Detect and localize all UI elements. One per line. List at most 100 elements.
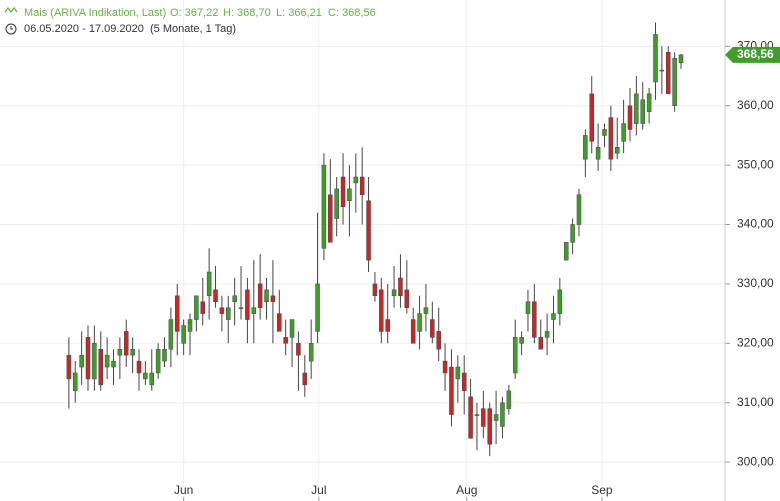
- header: Mais (ARIVA Indikation, Last) O: 367,22 …: [4, 6, 376, 35]
- candle-body: [155, 348, 161, 374]
- candle-body: [481, 408, 486, 427]
- candle-body: [385, 319, 390, 332]
- candle-body: [283, 337, 288, 344]
- last-price-tag: [725, 46, 780, 63]
- y-tick-label: 340,00: [737, 217, 774, 231]
- candle-body: [72, 372, 78, 392]
- candle-body: [519, 337, 524, 344]
- candle-body: [85, 337, 91, 380]
- x-tick-label: Sep: [591, 483, 613, 497]
- candle-body: [162, 348, 167, 362]
- candle-body: [468, 396, 473, 439]
- candle-body: [436, 331, 441, 350]
- candle-body: [264, 289, 269, 302]
- x-tick-label: Jul: [311, 483, 326, 497]
- y-tick-label: 300,00: [737, 454, 774, 468]
- chart-icon: [4, 6, 18, 14]
- y-tick-label: 320,00: [737, 335, 774, 349]
- candle-body: [538, 337, 543, 350]
- candle-body: [200, 301, 206, 314]
- candle-body: [321, 164, 327, 249]
- candle-body: [557, 289, 563, 314]
- candle-body: [544, 331, 550, 338]
- candle-body: [194, 295, 199, 320]
- candle-body: [257, 283, 263, 308]
- candle-body: [659, 69, 665, 72]
- candle-body: [104, 354, 110, 368]
- candle-body: [187, 319, 193, 332]
- candle-body: [347, 188, 352, 202]
- clock-icon: [5, 23, 17, 35]
- date-range: 06.05.2020 - 17.09.2020: [24, 23, 144, 35]
- candle-body: [206, 271, 212, 297]
- candle-body: [442, 360, 448, 374]
- y-tick-label: 310,00: [737, 395, 774, 409]
- ohlc-open: O: 367,22: [170, 7, 218, 19]
- candle-body: [277, 313, 282, 332]
- candle-body: [532, 301, 537, 338]
- candle-body: [506, 390, 512, 409]
- ohlc-close: C: 368,56: [328, 7, 376, 19]
- candle-body: [98, 348, 103, 386]
- candle-body: [461, 372, 467, 392]
- candle-body: [245, 289, 250, 320]
- candle-body: [379, 289, 384, 332]
- candle-body: [646, 93, 652, 112]
- ohlc-low: L: 366,21: [276, 7, 322, 19]
- candle-body: [366, 200, 371, 261]
- candle-body: [302, 372, 308, 386]
- candle-body: [493, 414, 499, 421]
- candle-body: [634, 93, 639, 124]
- candle-body: [653, 34, 658, 83]
- candle-body: [315, 283, 320, 332]
- candle-body: [570, 224, 575, 243]
- candle-body: [608, 117, 614, 160]
- clock-hand: [10, 26, 13, 30]
- candle-body: [219, 307, 225, 314]
- candle-body: [353, 176, 359, 184]
- candle-body: [238, 307, 244, 309]
- candle-body: [512, 337, 518, 374]
- candle-body: [500, 402, 505, 427]
- candle-body: [143, 372, 148, 380]
- candle-body: [340, 176, 346, 207]
- candle-body: [455, 366, 461, 380]
- candle-body: [474, 414, 480, 416]
- candle-body: [232, 295, 237, 302]
- candle-body: [589, 93, 594, 142]
- candle-body: [665, 52, 671, 95]
- candle-body: [334, 188, 339, 219]
- candle-body: [308, 343, 314, 362]
- x-tick-label: Jun: [174, 483, 193, 497]
- ohlc-high: H: 368,70: [223, 7, 271, 19]
- candle-body: [168, 319, 174, 350]
- candle-body: [404, 289, 410, 308]
- candle-body: [111, 360, 116, 368]
- candle-body: [449, 366, 454, 415]
- candle-body: [398, 277, 403, 297]
- candle-body: [391, 289, 397, 297]
- candle-body: [270, 295, 276, 302]
- candle-body: [602, 129, 607, 136]
- candle-body: [576, 194, 582, 225]
- candle-body: [66, 354, 72, 380]
- candle-body: [563, 242, 569, 261]
- candle-body: [410, 319, 416, 344]
- y-tick-label: 330,00: [737, 276, 774, 290]
- period: (5 Monate, 1 Tag): [150, 23, 236, 35]
- candle-body: [289, 319, 295, 338]
- candle-body: [614, 147, 620, 154]
- candle-body: [359, 176, 365, 196]
- candle-body: [595, 147, 601, 160]
- candle-body: [328, 194, 333, 243]
- candle-body: [551, 313, 556, 320]
- candle-body: [181, 325, 186, 344]
- x-tick-label: Aug: [456, 483, 477, 497]
- candle-body: [678, 54, 684, 64]
- candle-body: [672, 57, 677, 106]
- y-tick-label: 350,00: [737, 157, 774, 171]
- candle-body: [149, 372, 155, 386]
- candle-body: [124, 331, 129, 356]
- candle-body: [213, 289, 218, 302]
